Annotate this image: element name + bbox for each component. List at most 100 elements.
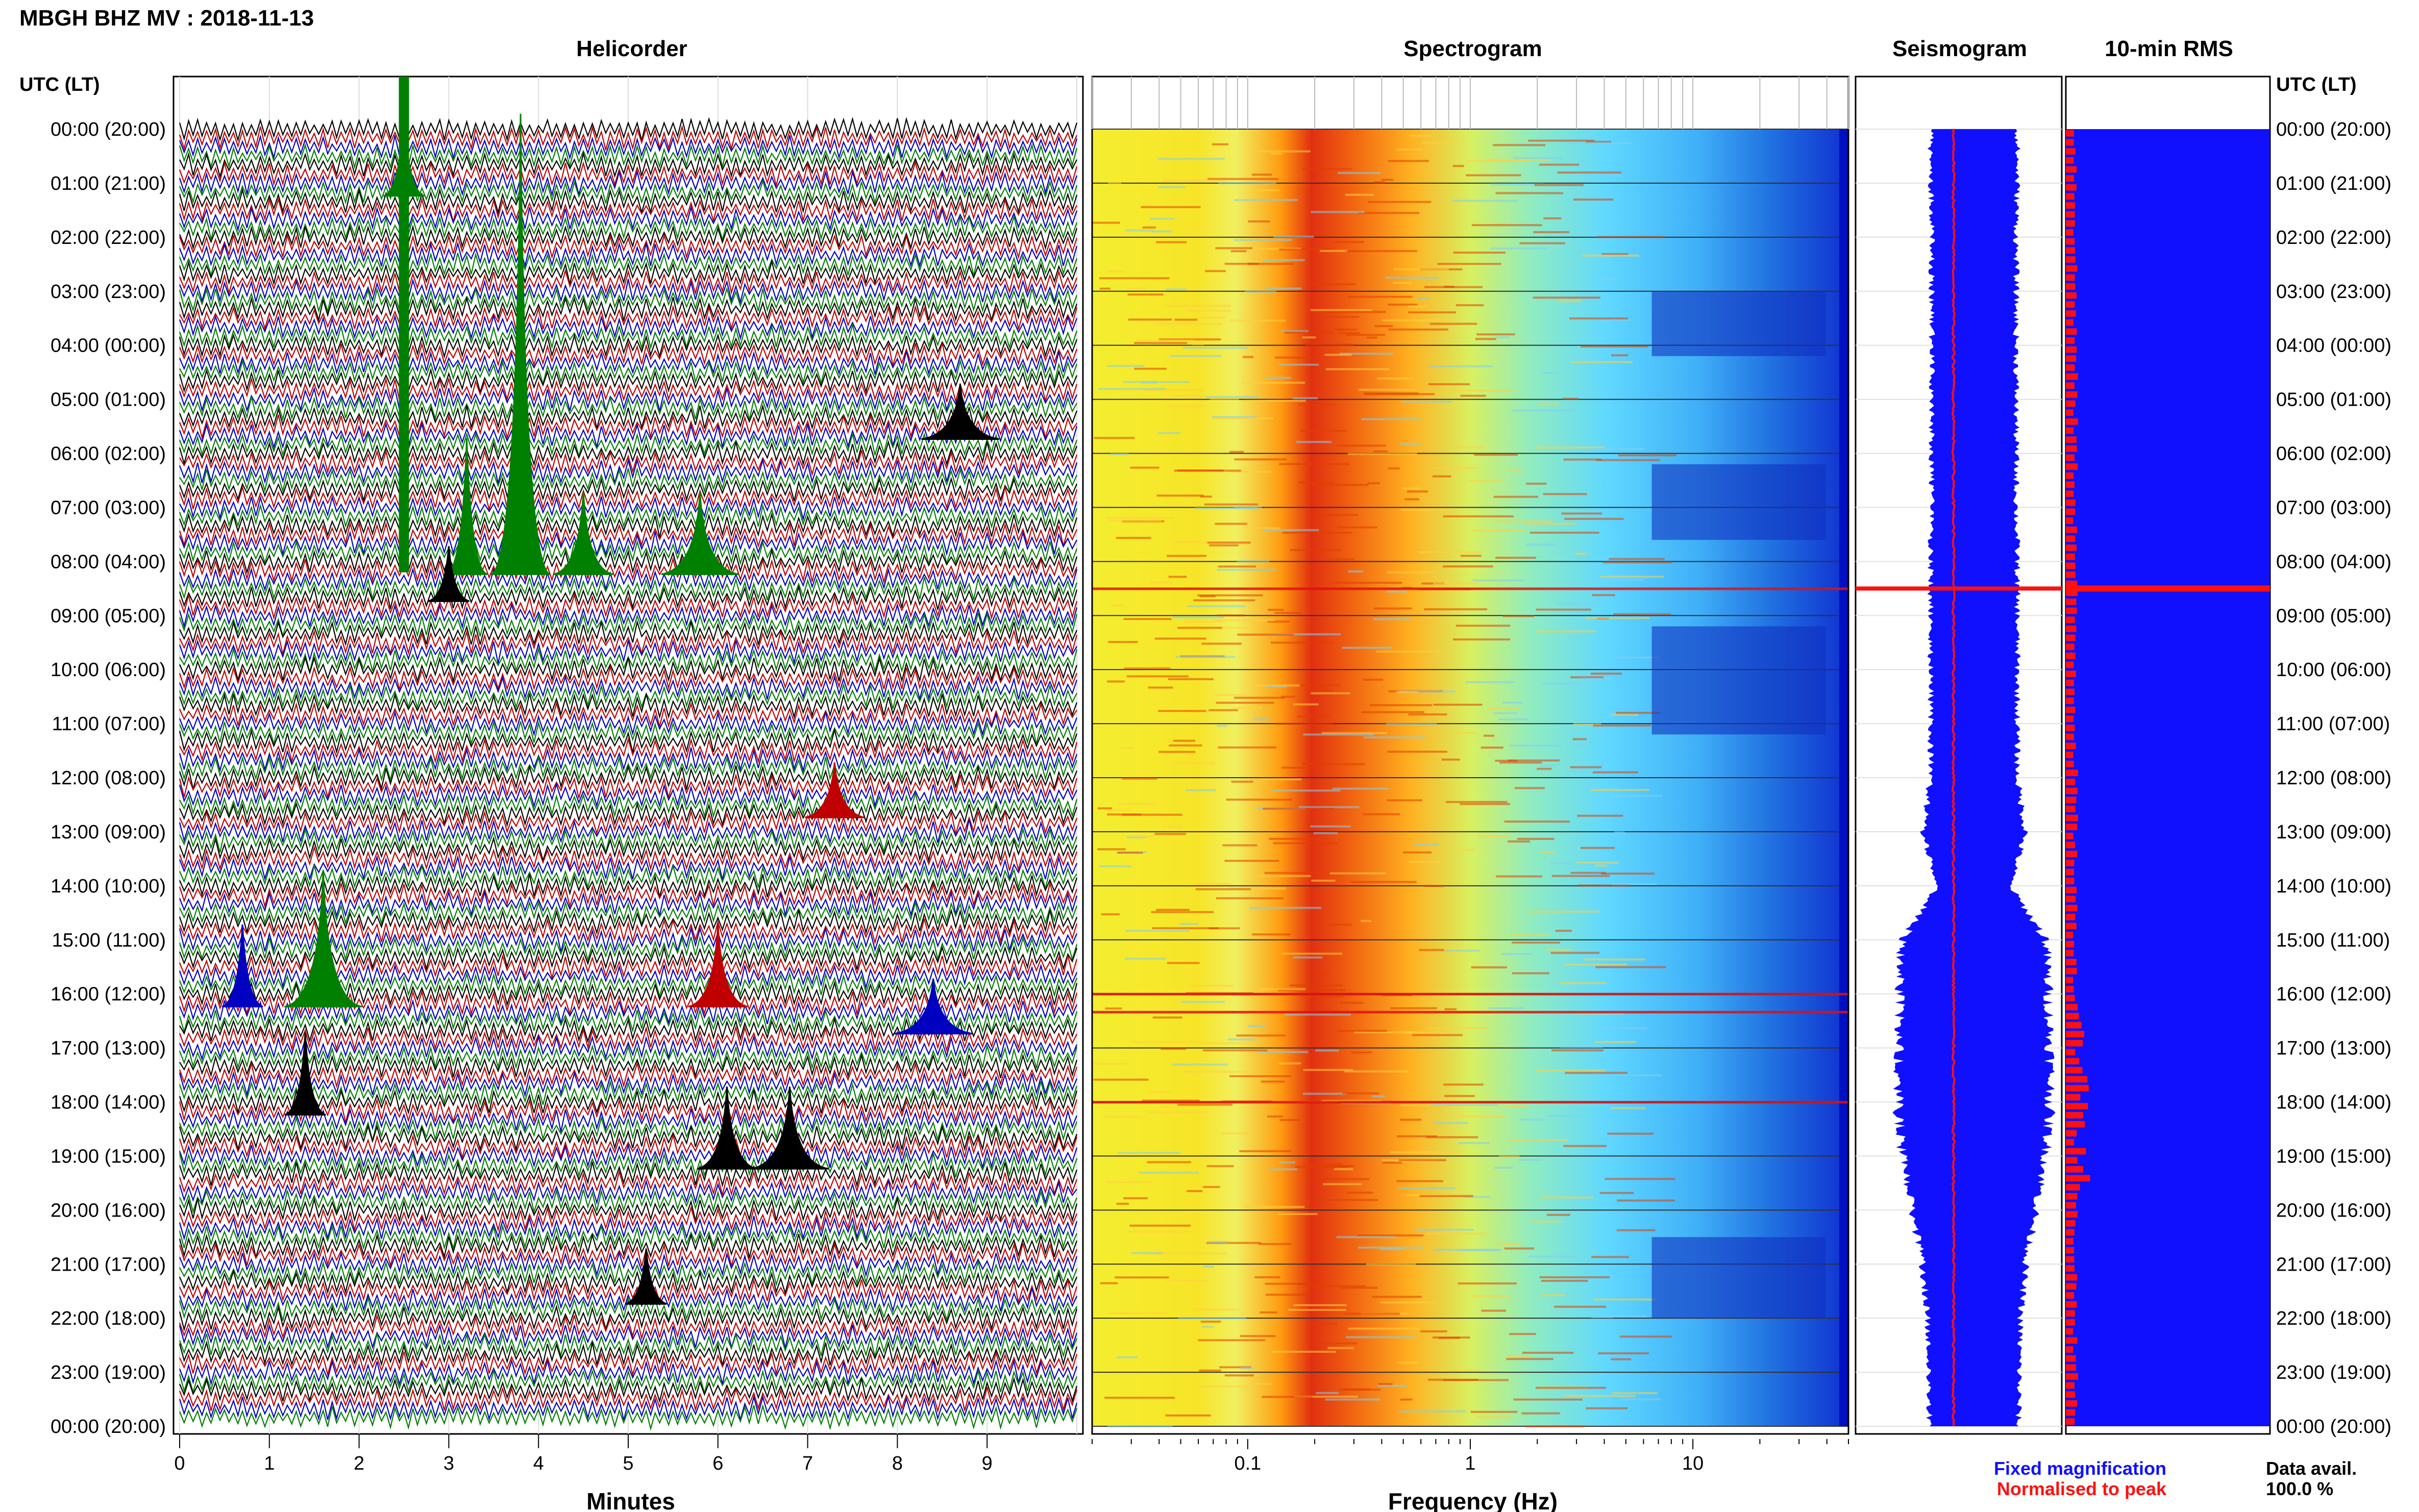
spectrogram-streak [1342,647,1393,649]
spectrogram-streak [1310,825,1351,828]
rms-normalised-bar [2066,598,2077,605]
spectrogram-streak [1361,418,1420,420]
frequency-tick-label: 0.1 [1234,1453,1261,1474]
helicorder-trace [179,125,1078,151]
spectrogram-streak [1186,789,1216,791]
spectrogram-streak [1458,1282,1517,1285]
seismogram-normalised-trace [1951,128,1956,1427]
spectrogram-streak [1154,833,1187,835]
rms-normalised-bar [2066,616,2075,623]
spectrogram-streak [1279,1119,1300,1121]
helicorder-trace [179,1124,1078,1152]
spectrogram-streak [1599,1192,1634,1194]
minute-tick-label: 5 [623,1453,633,1474]
spectrogram-streak [1508,840,1531,842]
spectrogram-streak [1118,1152,1181,1154]
spectrogram-streak [1218,182,1276,185]
spectrogram-streak [1487,159,1549,161]
spectrogram-streak [1210,398,1240,401]
rms-normalised-bar [2066,1364,2076,1371]
rms-normalised-bar [2066,607,2077,614]
spectrogram-streak [1240,1367,1253,1369]
rms-normalised-bar [2066,959,2077,965]
spectrogram-streak [1550,952,1600,954]
spectrogram-streak [1418,551,1483,554]
rms-normalised-bar [2066,1184,2080,1191]
helicorder-trace [179,432,1078,459]
rms-normalised-bar [2066,463,2078,470]
spectrogram-streak [1513,1398,1583,1401]
spectrogram-streak [1329,872,1387,875]
helicorder-event [894,978,972,1035]
spectrogram-streak [1545,949,1571,951]
spectrogram-streak [1276,723,1333,725]
helicorder-trace [179,286,1078,314]
rms-normalised-bar [2066,1301,2077,1308]
spectrogram-streak [1400,442,1420,445]
spectrogram-streak [1445,949,1480,952]
spectrogram-streak [1222,844,1257,847]
rms-normalised-bar [2066,770,2078,776]
spectrogram-streak [1594,1027,1647,1030]
spectrogram-streak [1231,780,1253,783]
rms-normalised-bar [2066,1049,2076,1056]
spectrogram-streak [1168,576,1187,578]
rms-normalised-bar [2066,1247,2075,1254]
helicorder-trace [179,395,1077,422]
spectrogram-streak [1512,941,1561,944]
spectrogram-streak [1546,1213,1570,1216]
spectrogram-streak [1107,1425,1173,1428]
spectrogram-streak [1337,1030,1387,1032]
spectrogram-streak [1363,813,1400,815]
spectrogram-streak [1582,678,1613,680]
spectrogram-streak [1104,809,1132,811]
spectrogram-streak [1459,1116,1505,1118]
spectrogram-streak [1224,1374,1254,1377]
spectrogram-streak [1195,507,1257,509]
spectrogram-streak [1534,184,1584,186]
spectrogram-streak [1376,650,1444,653]
helicorder-trace [179,1386,1078,1414]
spectrogram-streak [1239,1150,1292,1152]
helicorder-trace [179,359,1078,386]
spectrogram-streak [1445,801,1508,803]
spectrogram-streak [1224,859,1279,862]
spectrogram-streak [1131,1041,1188,1044]
spectrogram-streak [1525,523,1575,525]
spectrogram-streak [1598,1352,1649,1355]
spectrogram-streak [1293,1304,1347,1306]
spectrogram-streak [1591,1316,1614,1319]
spectrogram-streak [1119,747,1134,750]
spectrogram-streak [1452,638,1511,641]
spectrogram-streak [1118,803,1156,805]
spectrogram-streak [1472,529,1526,532]
spectrogram-streak [1526,543,1556,546]
helicorder-trace [179,351,1077,376]
spectrogram-streak [1599,576,1664,578]
spectrogram-streak [1430,1104,1498,1106]
spectrogram-streak [1581,847,1615,849]
rms-panel [2065,76,2271,1435]
spectrogram-streak [1218,565,1256,568]
spectrogram-streak [1489,1007,1524,1009]
spectrogram-streak [1490,183,1544,186]
spectrogram-streak [1323,316,1360,318]
spectrogram-streak [1564,963,1627,966]
rms-normalised-bar [2066,1400,2078,1407]
rms-normalised-bar [2066,1103,2088,1110]
spectrogram-streak [1555,930,1572,932]
spectrogram-streak [1577,814,1623,817]
spectrogram-streak [1212,416,1256,418]
spectrogram-streak [1540,1196,1593,1199]
spectrogram-streak [1258,1243,1292,1245]
spectrogram-streak [1297,715,1330,718]
spectrogram-streak [1165,288,1187,291]
spectrogram-streak [1377,377,1414,380]
spectrogram-streak [1180,1001,1225,1003]
spectrogram-streak [1594,1041,1636,1044]
spectrogram-streak [1373,618,1411,621]
helicorder-trace [179,333,1078,359]
rms-normalised-bar [2066,571,2076,578]
spectrogram-streak [1216,702,1274,704]
